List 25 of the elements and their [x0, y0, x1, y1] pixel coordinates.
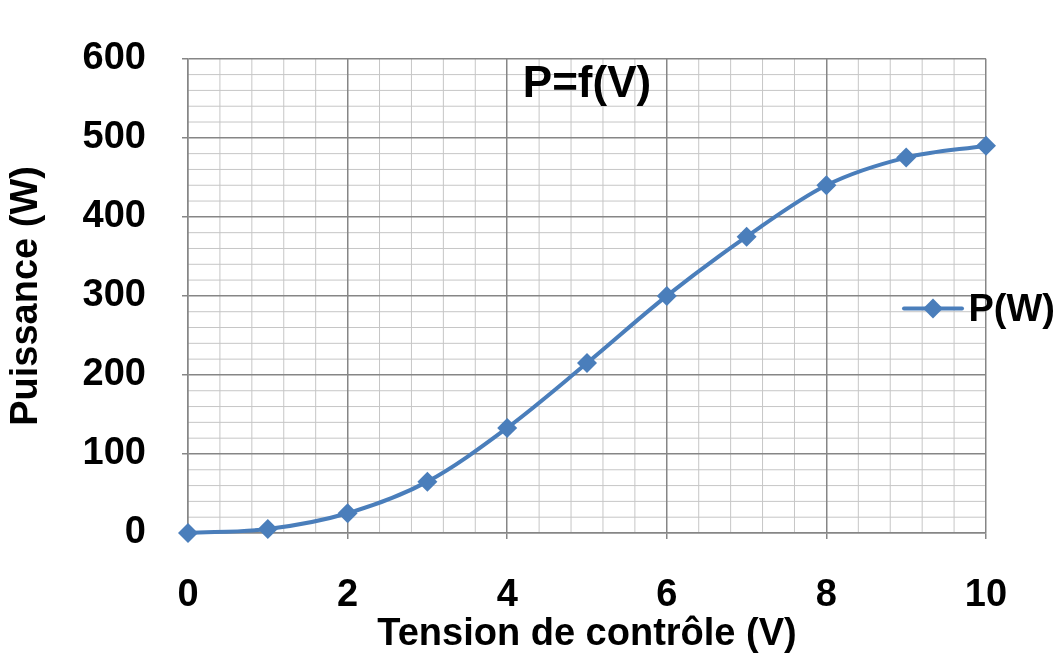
y-tick-label: 200 — [82, 351, 146, 394]
point — [577, 353, 597, 374]
point — [816, 175, 837, 196]
y-axis-title: Puissance (W) — [3, 166, 46, 426]
y-tick-label: 600 — [82, 35, 146, 78]
point — [896, 147, 917, 168]
y-tick-label: 500 — [82, 114, 146, 157]
legend-label: P(W) — [968, 286, 1055, 330]
y-tick-label: 100 — [82, 430, 146, 473]
point — [736, 226, 757, 247]
point — [656, 285, 677, 306]
x-tick-label: 0 — [177, 572, 199, 615]
y-tick-label: 0 — [124, 509, 146, 552]
x-tick-label: 8 — [815, 572, 837, 615]
point — [417, 471, 438, 492]
point — [337, 503, 358, 524]
x-tick-label: 2 — [337, 572, 359, 615]
y-tick-label: 400 — [82, 193, 146, 236]
point — [976, 135, 996, 156]
chart-title: P=f(V) — [522, 56, 652, 106]
y-tick-label: 300 — [82, 272, 146, 315]
x-tick-label: 10 — [964, 572, 1008, 615]
point — [257, 519, 278, 540]
point — [178, 523, 198, 543]
point — [497, 417, 518, 438]
